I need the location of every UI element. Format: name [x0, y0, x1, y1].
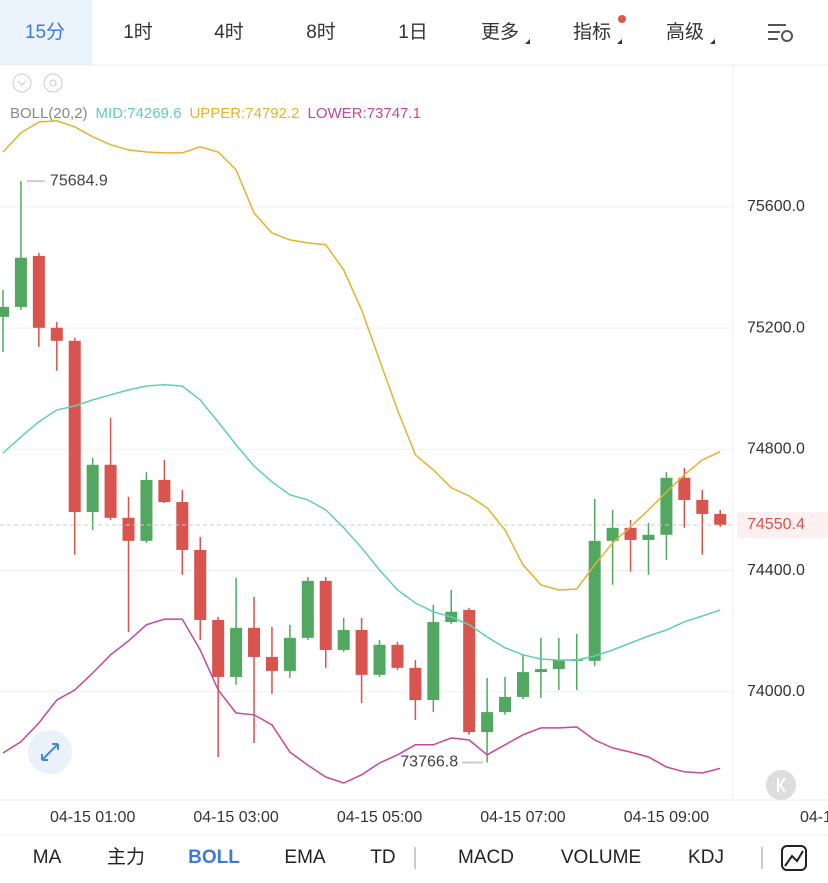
candle-body	[588, 540, 601, 661]
candle-body	[176, 502, 189, 550]
draw-tool-icon[interactable]	[781, 845, 807, 871]
y-tick-label: 74800.0	[747, 441, 805, 458]
legend-entry: MID:74269.6	[96, 105, 182, 122]
dropdown-caret	[710, 39, 715, 44]
legend-entry: LOWER:73747.1	[308, 105, 421, 122]
y-tick-label: 74400.0	[747, 562, 805, 579]
candle-body	[696, 499, 709, 514]
candle-body	[158, 479, 171, 503]
x-tick-label: 04-15 01:00	[50, 809, 136, 826]
candle-body	[50, 327, 63, 341]
scroll-latest-button[interactable]	[766, 770, 796, 800]
candle-body	[624, 527, 637, 540]
settings-icon[interactable]	[768, 24, 793, 42]
candle-body	[606, 527, 619, 541]
timeframe-tab[interactable]: 高级	[666, 21, 704, 43]
candle-body	[355, 629, 368, 675]
candle-body	[248, 627, 261, 657]
candle-body	[68, 340, 81, 513]
indicator-tab[interactable]: KDJ	[688, 847, 724, 868]
collapse-icon[interactable]	[12, 73, 32, 93]
timeframe-tab[interactable]: 1日	[398, 22, 428, 43]
candle-body	[230, 627, 243, 677]
max-price-label: 75684.9	[50, 172, 108, 189]
candle-body	[194, 549, 207, 620]
gear-icon[interactable]	[43, 73, 63, 93]
candle-body	[337, 629, 350, 650]
candle-body	[301, 580, 314, 638]
timeframe-tab[interactable]: 1时	[123, 21, 153, 43]
indicator-tab[interactable]: BOLL	[188, 847, 240, 868]
boll-line	[2, 618, 721, 784]
timeframe-tab[interactable]: 8时	[306, 21, 336, 43]
candle-body	[552, 659, 565, 670]
candle-body	[265, 656, 278, 671]
candle-body	[104, 464, 117, 518]
active-tab-bg	[0, 0, 92, 65]
last-price-bg	[737, 511, 828, 538]
candle-body	[0, 306, 9, 317]
boll-line	[2, 120, 721, 591]
candle-body	[714, 513, 727, 525]
min-price-label: 73766.8	[400, 754, 458, 771]
indicator-tab[interactable]: MA	[33, 847, 62, 868]
candle-body	[212, 619, 225, 677]
indicator-legend: BOLL(20,2) MID:74269.6 UPPER:74792.2 LOWER:…	[10, 105, 421, 122]
candle-body	[534, 669, 547, 673]
x-tick-label: 04-15 05:00	[337, 809, 423, 826]
indicator-tab[interactable]: TD	[370, 847, 395, 868]
candle-body	[319, 580, 332, 650]
candle-body	[283, 637, 296, 671]
indicator-tab[interactable]: VOLUME	[561, 847, 641, 868]
plot-area	[0, 120, 727, 784]
candle-body	[642, 534, 655, 540]
candle-body	[660, 477, 673, 535]
dropdown-caret	[617, 39, 622, 44]
candle-body	[463, 609, 476, 733]
boll-line	[2, 384, 721, 661]
timeframe-tab[interactable]: 更多	[481, 21, 519, 43]
candle-body	[373, 644, 386, 675]
candle-body	[516, 672, 529, 697]
notification-dot	[618, 15, 626, 23]
y-tick-label: 75200.0	[747, 319, 805, 336]
y-tick-label: 75600.0	[747, 198, 805, 215]
candle-body	[678, 477, 691, 500]
candle-body	[86, 464, 99, 513]
x-tick-label: 04-15 03:00	[193, 809, 279, 826]
last-price-label: 74550.4	[747, 516, 805, 533]
candle-body	[409, 667, 422, 700]
x-tick-label: 04-15 07:00	[480, 809, 566, 826]
candle-body	[499, 696, 512, 713]
candle-body	[481, 712, 494, 733]
legend-entry: UPPER:74792.2	[189, 105, 299, 122]
candle-body	[427, 622, 440, 700]
candle-body	[122, 517, 135, 541]
indicator-tab[interactable]: MACD	[458, 847, 514, 868]
expand-button[interactable]	[28, 730, 72, 774]
x-tick-label-cut: 04-15 1	[800, 809, 828, 826]
indicator-name: BOLL(20,2)	[10, 105, 88, 122]
dropdown-caret	[525, 39, 530, 44]
x-tick-label: 04-15 09:00	[624, 809, 710, 826]
y-tick-label: 74000.0	[747, 683, 805, 700]
timeframe-tab[interactable]: 指标	[573, 21, 611, 43]
candle-body	[391, 644, 404, 668]
candle-body	[140, 479, 153, 541]
timeframe-tab[interactable]: 4时	[214, 21, 244, 43]
indicator-tab[interactable]: 主力	[107, 846, 145, 868]
candle-body	[14, 257, 27, 307]
indicator-tab[interactable]: EMA	[284, 847, 326, 868]
candle-body	[32, 255, 45, 328]
timeframe-tab[interactable]: 15分	[25, 21, 65, 43]
